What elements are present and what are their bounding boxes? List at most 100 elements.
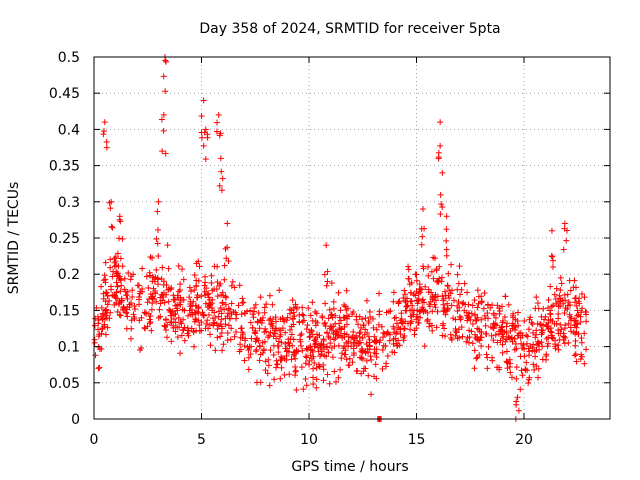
- data-point: [262, 358, 269, 365]
- data-point: [350, 350, 357, 357]
- data-point: [439, 204, 446, 211]
- x-tick-label: 15: [408, 432, 426, 448]
- data-point: [413, 271, 420, 278]
- data-point: [129, 293, 136, 300]
- data-point: [92, 352, 99, 359]
- data-point: [420, 265, 427, 272]
- data-point: [581, 360, 588, 367]
- data-point: [526, 374, 533, 381]
- data-point: [277, 375, 284, 382]
- data-point: [201, 282, 208, 289]
- data-point: [464, 334, 471, 341]
- data-point: [419, 233, 426, 240]
- data-point: [490, 337, 497, 344]
- data-point: [401, 287, 408, 294]
- x-tick-label: 5: [197, 432, 206, 448]
- data-point: [214, 119, 221, 126]
- data-point: [200, 142, 207, 149]
- data-point: [450, 315, 457, 322]
- data-point: [225, 305, 232, 312]
- data-point: [306, 334, 313, 341]
- data-point: [212, 347, 219, 354]
- data-point: [103, 138, 110, 145]
- data-point: [526, 316, 533, 323]
- data-point: [572, 330, 579, 337]
- data-point: [403, 303, 410, 310]
- data-point: [98, 313, 105, 320]
- data-point: [346, 362, 353, 369]
- data-point: [494, 302, 501, 309]
- data-point: [163, 58, 170, 65]
- data-point: [425, 272, 432, 279]
- data-point: [372, 361, 379, 368]
- data-point: [464, 289, 471, 296]
- data-point: [145, 310, 152, 317]
- data-point: [379, 365, 386, 372]
- data-point: [393, 320, 400, 327]
- data-point: [107, 256, 114, 263]
- data-point: [177, 350, 184, 357]
- data-point: [148, 327, 155, 334]
- data-point: [98, 283, 105, 290]
- data-point: [414, 313, 421, 320]
- data-point: [536, 346, 543, 353]
- data-point: [297, 342, 304, 349]
- data-point: [577, 319, 584, 326]
- data-point: [503, 323, 510, 330]
- data-point: [365, 372, 372, 379]
- data-point: [459, 333, 466, 340]
- data-point: [278, 353, 285, 360]
- data-point: [323, 343, 330, 350]
- data-point: [335, 332, 342, 339]
- data-point: [259, 339, 266, 346]
- data-point: [129, 287, 136, 294]
- data-point: [325, 315, 332, 322]
- data-point: [391, 315, 398, 322]
- data-point: [361, 331, 368, 338]
- data-point: [237, 341, 244, 348]
- data-point: [100, 131, 107, 138]
- data-point: [531, 348, 538, 355]
- data-point: [386, 337, 393, 344]
- data-point: [113, 289, 120, 296]
- data-point: [503, 358, 510, 365]
- data-point: [174, 324, 181, 331]
- data-point: [541, 316, 548, 323]
- data-point: [355, 340, 362, 347]
- data-point: [483, 351, 490, 358]
- data-point: [179, 306, 186, 313]
- data-point: [313, 365, 320, 372]
- data-point: [218, 310, 225, 317]
- data-point: [218, 187, 225, 194]
- data-point: [497, 326, 504, 333]
- data-point: [552, 296, 559, 303]
- data-point: [340, 345, 347, 352]
- data-point: [156, 306, 163, 313]
- data-point: [169, 308, 176, 315]
- data-point: [283, 345, 290, 352]
- data-point: [238, 311, 245, 318]
- data-point: [162, 316, 169, 323]
- data-point: [239, 329, 246, 336]
- data-point: [521, 318, 528, 325]
- data-point: [581, 330, 588, 337]
- data-point: [350, 328, 357, 335]
- data-point: [336, 320, 343, 327]
- data-point: [99, 325, 106, 332]
- data-point: [256, 342, 263, 349]
- data-point: [471, 297, 478, 304]
- data-point: [509, 374, 516, 381]
- data-point: [154, 208, 161, 215]
- data-point: [199, 309, 206, 316]
- data-point: [219, 300, 226, 307]
- data-point: [478, 298, 485, 305]
- data-point: [358, 354, 365, 361]
- data-point: [228, 311, 235, 318]
- data-point: [478, 293, 485, 300]
- data-point: [207, 342, 214, 349]
- data-point: [437, 191, 444, 198]
- data-point: [532, 353, 539, 360]
- data-point: [266, 292, 273, 299]
- data-point: [509, 338, 516, 345]
- data-point: [128, 317, 135, 324]
